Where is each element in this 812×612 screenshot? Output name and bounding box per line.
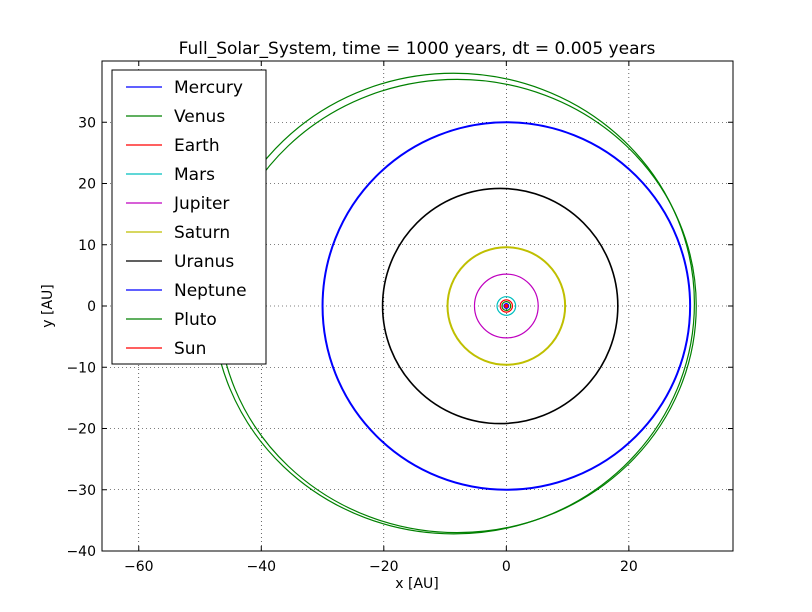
y-tick-label: −40	[66, 544, 96, 560]
orbit-earth	[499, 299, 514, 313]
legend-label-pluto: Pluto	[174, 310, 217, 330]
y-tick-label: −10	[66, 360, 96, 376]
orbits	[212, 72, 697, 535]
legend-label-neptune: Neptune	[174, 281, 247, 301]
legend-label-uranus: Uranus	[174, 252, 234, 272]
y-tick-label: 0	[87, 299, 96, 315]
legend-label-saturn: Saturn	[174, 223, 230, 243]
y-tick-label: 10	[78, 238, 96, 254]
legend-label-mercury: Mercury	[174, 78, 243, 98]
legend: Mercury Venus Earth Mars Jupiter Saturn Uranus…	[111, 69, 267, 365]
x-tick-label: −60	[124, 559, 154, 575]
legend-label-jupiter: Jupiter	[173, 194, 229, 214]
orbit-uranus	[381, 187, 619, 425]
orbit-mars	[496, 296, 517, 316]
ticks: −60 −40 −20 0 20 −40 −30 −20 −10 0 10 20 30	[66, 61, 733, 575]
legend-label-earth: Earth	[174, 136, 220, 156]
y-tick-label: 20	[78, 177, 96, 193]
legend-label-venus: Venus	[174, 107, 225, 127]
orbit-neptune	[321, 121, 692, 491]
orbit-mercury	[503, 303, 510, 309]
x-tick-label: 0	[502, 559, 511, 575]
y-tick-label: −20	[66, 422, 96, 438]
y-axis-label: y [AU]	[40, 284, 56, 327]
x-axis-label: x [AU]	[395, 576, 438, 592]
legend-box	[111, 69, 267, 365]
orbit-venus	[501, 300, 512, 312]
x-tick-label: −20	[369, 559, 399, 575]
x-tick-label: 20	[620, 559, 638, 575]
orbit-sun	[504, 304, 509, 308]
chart-title: Full_Solar_System, time = 1000 years, dt…	[179, 39, 656, 59]
legend-label-sun: Sun	[174, 339, 206, 359]
x-tick-label: −40	[247, 559, 277, 575]
legend-label-mars: Mars	[174, 165, 215, 185]
orbit-saturn	[446, 246, 567, 366]
y-tick-label: −30	[66, 483, 96, 499]
y-tick-label: 30	[78, 115, 96, 131]
orbit-jupiter	[473, 273, 539, 339]
